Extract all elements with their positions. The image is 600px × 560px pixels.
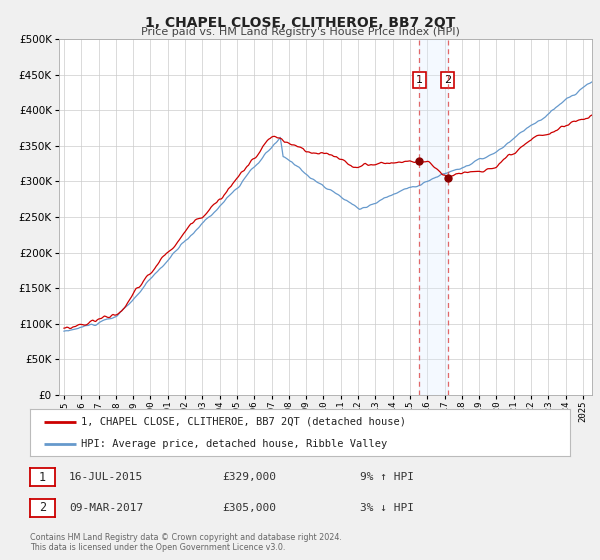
Text: 2: 2 bbox=[444, 75, 451, 85]
Text: 09-MAR-2017: 09-MAR-2017 bbox=[69, 503, 143, 513]
Text: 2: 2 bbox=[39, 501, 46, 515]
Text: £305,000: £305,000 bbox=[222, 503, 276, 513]
Text: £329,000: £329,000 bbox=[222, 472, 276, 482]
Text: 1, CHAPEL CLOSE, CLITHEROE, BB7 2QT: 1, CHAPEL CLOSE, CLITHEROE, BB7 2QT bbox=[145, 16, 455, 30]
Text: Contains HM Land Registry data © Crown copyright and database right 2024.: Contains HM Land Registry data © Crown c… bbox=[30, 533, 342, 542]
Text: 1, CHAPEL CLOSE, CLITHEROE, BB7 2QT (detached house): 1, CHAPEL CLOSE, CLITHEROE, BB7 2QT (det… bbox=[82, 417, 406, 427]
Text: HPI: Average price, detached house, Ribble Valley: HPI: Average price, detached house, Ribb… bbox=[82, 438, 388, 449]
Text: 1: 1 bbox=[39, 470, 46, 484]
Text: 3% ↓ HPI: 3% ↓ HPI bbox=[360, 503, 414, 513]
Text: This data is licensed under the Open Government Licence v3.0.: This data is licensed under the Open Gov… bbox=[30, 543, 286, 552]
Bar bbox=[419, 39, 448, 395]
Text: 1: 1 bbox=[416, 75, 423, 85]
Text: 9% ↑ HPI: 9% ↑ HPI bbox=[360, 472, 414, 482]
Text: Price paid vs. HM Land Registry's House Price Index (HPI): Price paid vs. HM Land Registry's House … bbox=[140, 27, 460, 37]
Text: 16-JUL-2015: 16-JUL-2015 bbox=[69, 472, 143, 482]
